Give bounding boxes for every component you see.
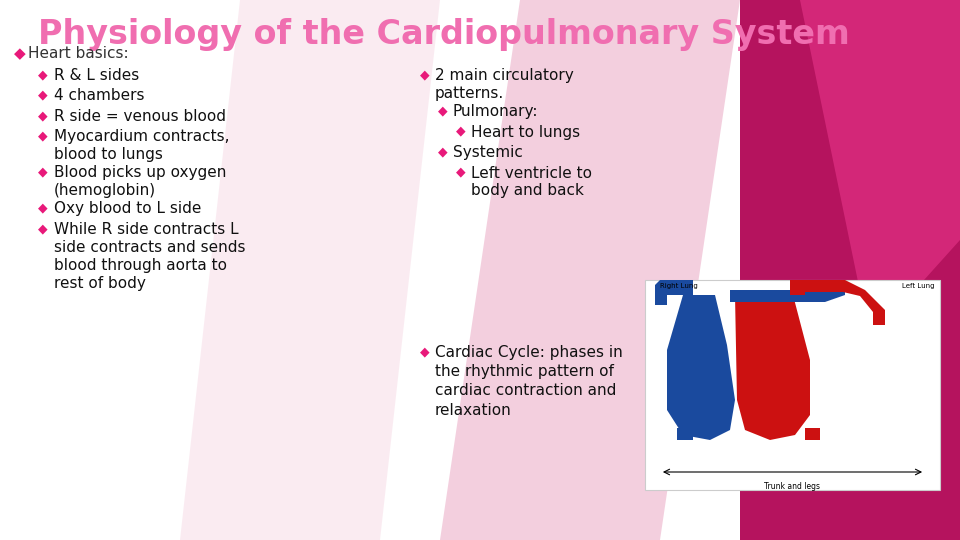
Polygon shape	[800, 0, 960, 340]
Text: Blood picks up oxygen
(hemoglobin): Blood picks up oxygen (hemoglobin)	[54, 165, 227, 199]
Text: Trunk and legs: Trunk and legs	[764, 482, 821, 491]
Text: ◆: ◆	[38, 222, 48, 235]
Text: ◆: ◆	[38, 165, 48, 179]
Text: While R side contracts L
side contracts and sends
blood through aorta to
rest of: While R side contracts L side contracts …	[54, 222, 246, 291]
Text: Physiology of the Cardiopulmonary System: Physiology of the Cardiopulmonary System	[38, 18, 850, 51]
Polygon shape	[805, 428, 820, 440]
Text: ◆: ◆	[420, 68, 430, 81]
FancyBboxPatch shape	[645, 280, 940, 490]
Text: 2 main circulatory
patterns.: 2 main circulatory patterns.	[435, 68, 574, 101]
Polygon shape	[740, 0, 960, 540]
Text: Cardiac Cycle: phases in
the rhythmic pattern of
cardiac contraction and
relaxat: Cardiac Cycle: phases in the rhythmic pa…	[435, 345, 623, 417]
Text: ◆: ◆	[38, 201, 48, 214]
Polygon shape	[655, 280, 685, 305]
Polygon shape	[677, 280, 693, 295]
Polygon shape	[677, 428, 693, 440]
Polygon shape	[790, 280, 805, 295]
Text: ◆: ◆	[38, 109, 48, 122]
Text: R & L sides: R & L sides	[54, 68, 139, 83]
Text: Myocardium contracts,
blood to lungs: Myocardium contracts, blood to lungs	[54, 130, 229, 163]
Polygon shape	[735, 295, 810, 440]
Text: ◆: ◆	[438, 104, 447, 117]
Text: Pulmonary:: Pulmonary:	[453, 104, 539, 119]
Polygon shape	[793, 280, 885, 325]
Text: Heart basics:: Heart basics:	[28, 46, 129, 61]
Text: ◆: ◆	[420, 345, 430, 358]
Text: Left ventricle to
body and back: Left ventricle to body and back	[471, 165, 592, 199]
Text: 4 chambers: 4 chambers	[54, 89, 145, 104]
Polygon shape	[667, 295, 735, 440]
Text: ◆: ◆	[438, 145, 447, 158]
Text: ◆: ◆	[456, 165, 466, 179]
Text: ◆: ◆	[14, 46, 26, 61]
Polygon shape	[730, 280, 845, 302]
Text: ◆: ◆	[38, 89, 48, 102]
Text: ◆: ◆	[38, 130, 48, 143]
Polygon shape	[180, 0, 440, 540]
Text: Heart to lungs: Heart to lungs	[471, 125, 580, 139]
Text: Left Lung: Left Lung	[902, 283, 935, 289]
Polygon shape	[440, 0, 740, 540]
Text: Right Lung: Right Lung	[660, 283, 698, 289]
Text: Systemic: Systemic	[453, 145, 523, 160]
Text: R side = venous blood: R side = venous blood	[54, 109, 226, 124]
Text: ◆: ◆	[38, 68, 48, 81]
Text: ◆: ◆	[456, 125, 466, 138]
Text: Oxy blood to L side: Oxy blood to L side	[54, 201, 202, 217]
